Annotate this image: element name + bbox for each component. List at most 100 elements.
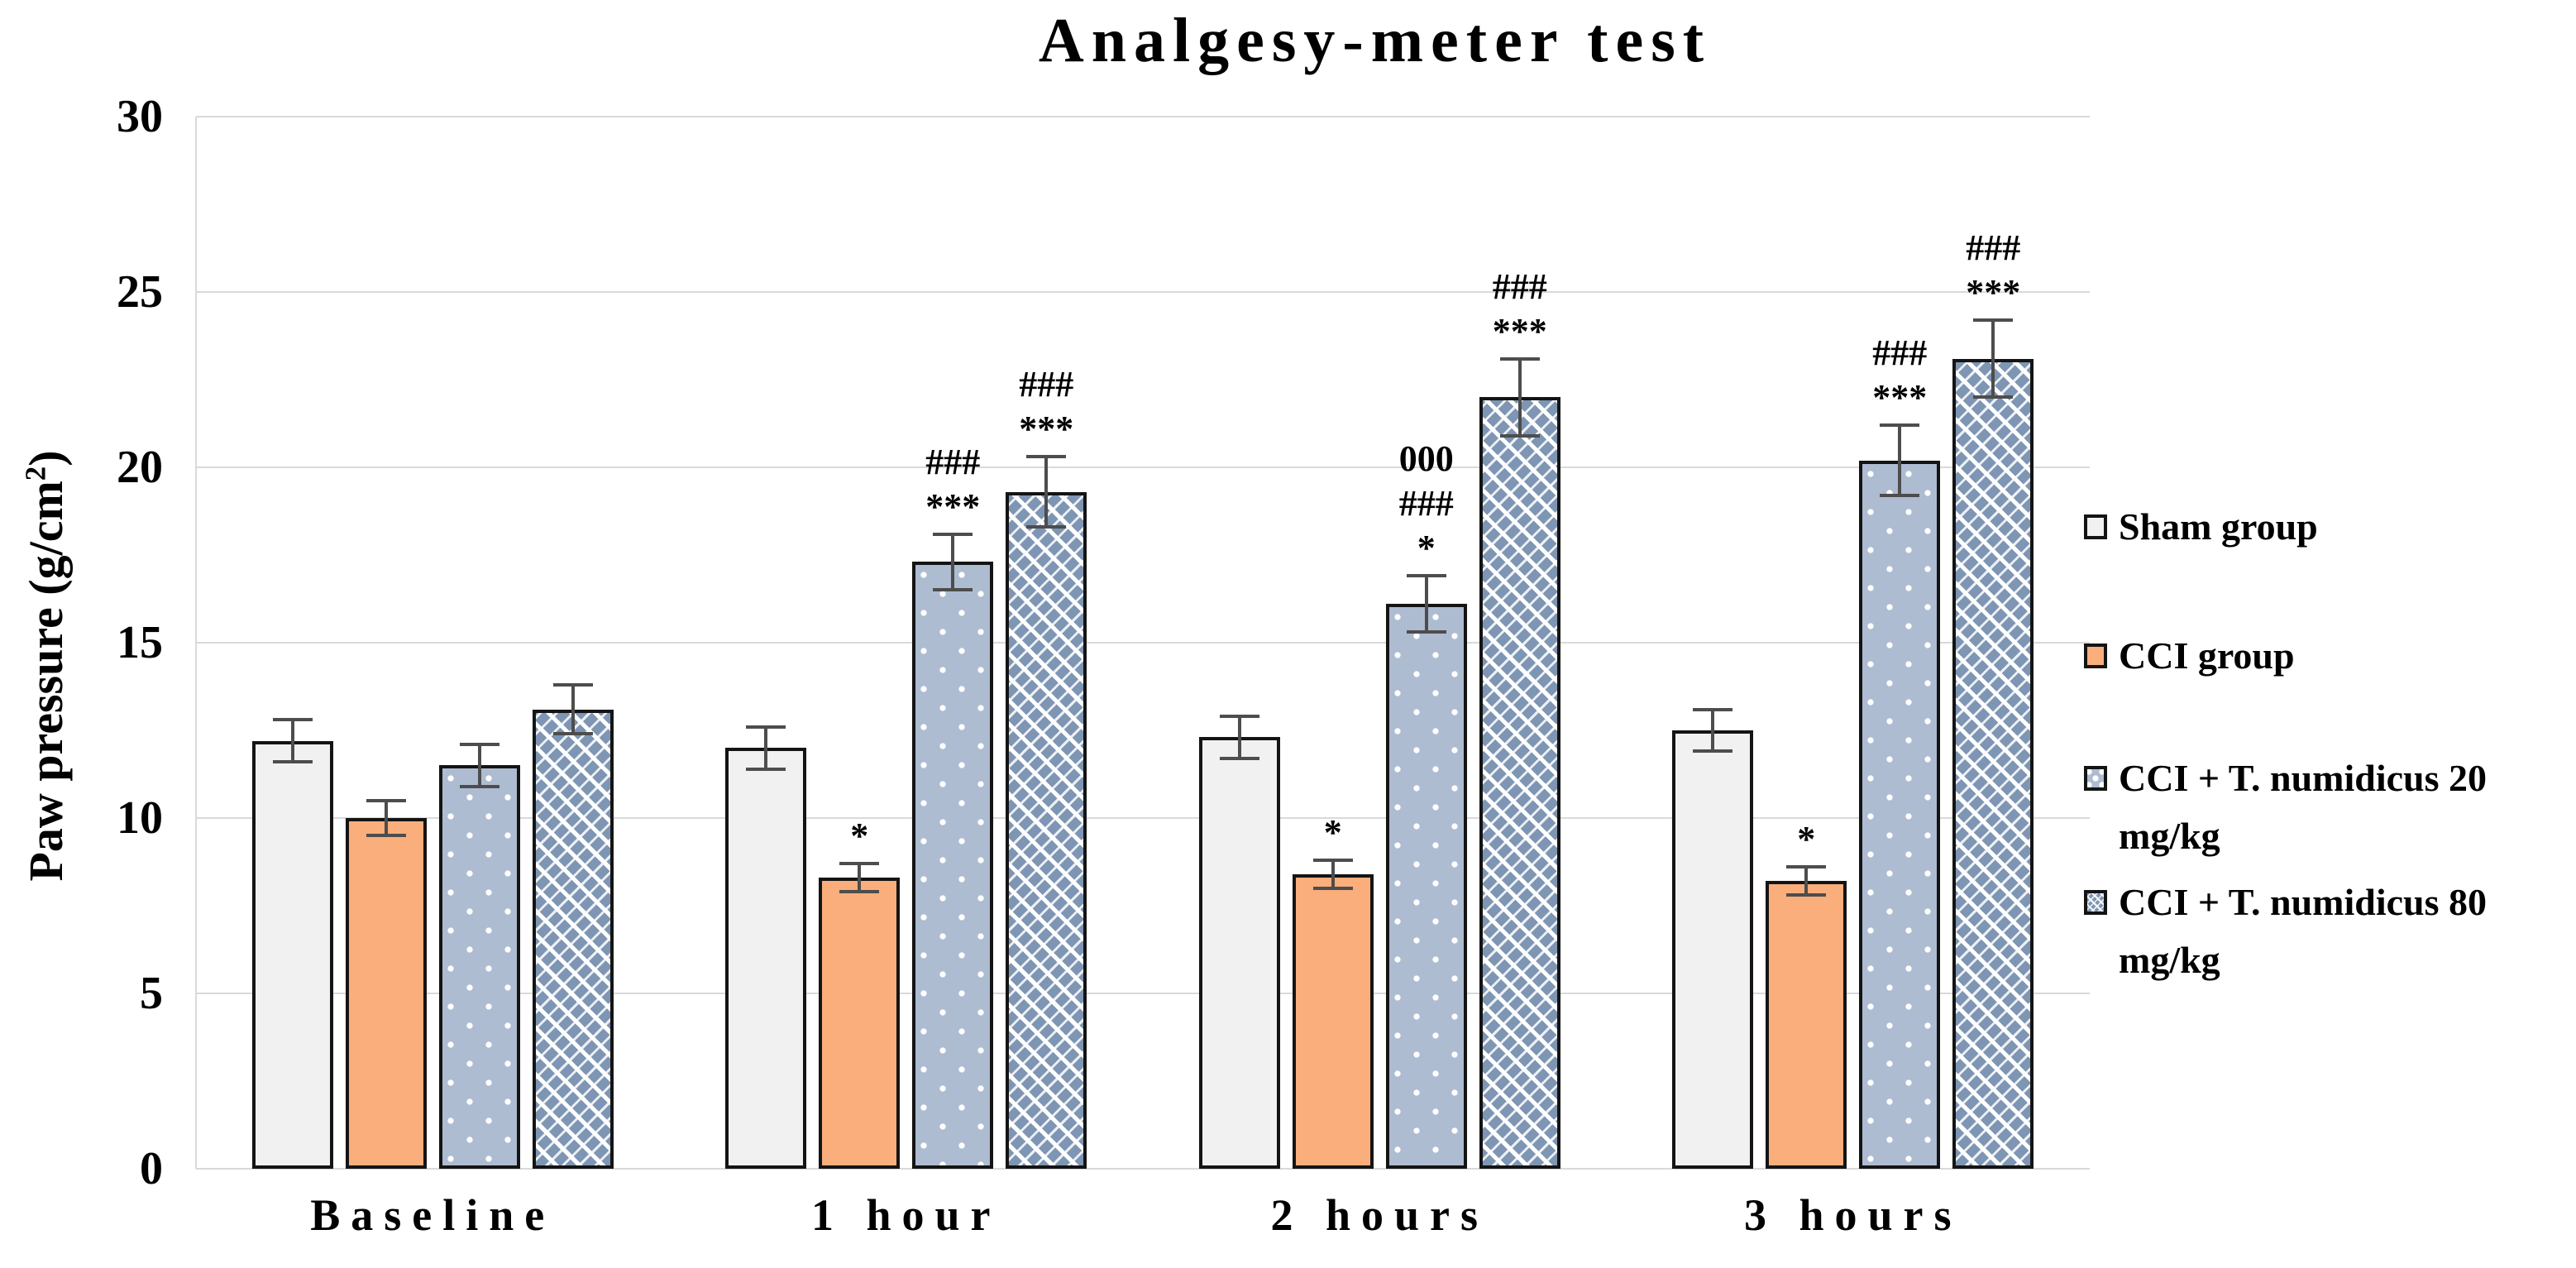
error-bar-cap [933, 532, 973, 536]
error-bar-cap [1312, 886, 1353, 890]
y-tick-label: 5 [140, 968, 163, 1019]
chart-title: Analgesy-meter test [1038, 6, 1712, 75]
error-bar-cap [1312, 858, 1353, 862]
significance-symbol: *** [1019, 409, 1074, 450]
legend-label-line: CCI + T. numidicus 20 [2119, 757, 2488, 799]
legend-item-cci: CCI group [2084, 627, 2295, 685]
error-bar [1424, 576, 1428, 633]
y-tick-label: 0 [140, 1143, 163, 1194]
legend-label-line: mg/kg [2119, 939, 2220, 981]
error-bar-cap [839, 862, 880, 866]
error-bar-cap [1786, 865, 1827, 869]
error-bar [1804, 867, 1809, 896]
error-bar [1044, 457, 1049, 528]
y-tick-label: 25 [117, 266, 163, 318]
error-bar-cap [1880, 423, 1920, 428]
error-bar-cap [1406, 574, 1446, 578]
error-bar-cap [1499, 356, 1540, 361]
significance-annotation: 000 ### * [1261, 437, 1592, 571]
bar-t20-3 [1385, 604, 1467, 1169]
bar-cci-2 [819, 878, 901, 1169]
error-bar-cap [459, 742, 499, 746]
error-bar-cap [552, 682, 593, 687]
error-bar-cap [459, 784, 499, 788]
gridline [196, 993, 2090, 994]
significance-symbol: * [850, 816, 869, 857]
legend-swatch-t20 [2084, 766, 2107, 791]
gridline [196, 817, 2090, 819]
gridline [196, 642, 2090, 644]
significance-symbol: ### [1492, 266, 1547, 307]
error-bar [384, 800, 388, 836]
significance-symbol: ### [1019, 364, 1074, 405]
legend-swatch-cci [2084, 644, 2107, 668]
significance-symbol: ### [1398, 483, 1454, 524]
bar-t20-2 [912, 562, 994, 1169]
error-bar-cap [1026, 455, 1067, 459]
bar-t80-2 [1006, 491, 1087, 1169]
bar-t80-3 [1479, 397, 1560, 1169]
x-category-label: 3 hours [1743, 1190, 1962, 1240]
bar-t80-1 [532, 709, 614, 1169]
significance-symbol: * [1797, 819, 1816, 860]
error-bar-cap [366, 798, 406, 802]
y-tick-label: 10 [117, 792, 163, 844]
error-bar-cap [1693, 749, 1733, 754]
error-bar-cap [1973, 395, 2014, 400]
gridline [196, 116, 2090, 117]
bar-t20-4 [1859, 460, 1941, 1169]
x-category-label: 1 hour [810, 1190, 1001, 1240]
gridline [196, 291, 2090, 293]
legend-item-t20: CCI + T. numidicus 20 mg/kg [2084, 749, 2487, 865]
y-tick-label: 30 [117, 91, 163, 142]
error-bar-cap [1693, 707, 1733, 711]
error-bar-cap [366, 834, 406, 838]
bar-t80-4 [1952, 358, 2034, 1169]
error-bar [571, 684, 575, 734]
error-bar-cap [1026, 525, 1067, 529]
bar-sham-1 [251, 740, 333, 1169]
error-bar [1711, 709, 1715, 752]
error-bar-cap [272, 760, 313, 764]
legend-label-line: mg/kg [2119, 815, 2220, 857]
error-bar-cap [272, 718, 313, 722]
error-bar-cap [933, 588, 973, 592]
legend-label-sham: Sham group [2119, 498, 2318, 556]
bar-sham-3 [1198, 737, 1280, 1169]
significance-symbol: ### [1872, 333, 1928, 374]
legend-label-line: Sham group [2119, 505, 2318, 548]
x-category-label: Baseline [310, 1190, 556, 1240]
legend-item-sham: Sham group [2084, 498, 2318, 556]
significance-annotation: ### *** [1355, 265, 1685, 354]
error-bar-cap [1786, 893, 1827, 897]
significance-symbol: * [1323, 811, 1342, 853]
x-axis-line [196, 1168, 2090, 1170]
significance-symbol: ### [925, 441, 981, 482]
error-bar-cap [1406, 630, 1446, 634]
bar-sham-4 [1672, 730, 1754, 1169]
legend-swatch-sham [2084, 514, 2107, 539]
legend-swatch-t80 [2084, 890, 2107, 915]
error-bar [858, 864, 862, 892]
error-bar-cap [1219, 756, 1259, 760]
error-bar-cap [1499, 433, 1540, 438]
y-tick-label: 20 [117, 442, 163, 493]
error-bar [1517, 358, 1522, 436]
error-bar [764, 726, 768, 769]
error-bar [1237, 716, 1241, 758]
significance-symbol: * [1417, 528, 1436, 569]
error-bar-cap [1973, 318, 2014, 322]
significance-symbol: ### [1966, 227, 2021, 268]
significance-annotation: * [1641, 817, 1971, 862]
error-bar [1331, 859, 1335, 888]
error-bar [477, 744, 481, 787]
significance-annotation: * [694, 814, 1025, 859]
significance-symbol: *** [925, 486, 981, 527]
legend-label-line: CCI + T. numidicus 80 [2119, 881, 2488, 923]
error-bar-cap [839, 890, 880, 894]
significance-annotation: ### *** [1734, 331, 2065, 420]
significance-annotation: ### *** [881, 362, 1212, 452]
legend-label-line: CCI group [2119, 634, 2295, 677]
significance-annotation: ### *** [1828, 226, 2158, 315]
